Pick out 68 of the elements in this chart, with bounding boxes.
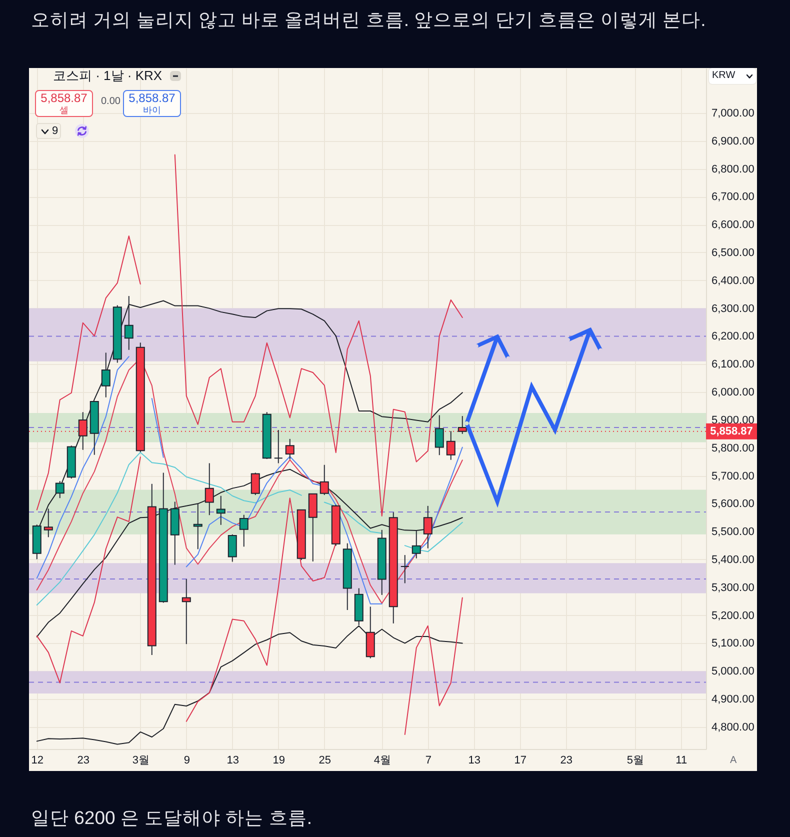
annotation: 0.00 [101, 96, 120, 108]
y-tick-label: 5,600.00 [712, 498, 754, 510]
y-tick-label: 5,800.00 [712, 442, 754, 454]
y-tick-label: 5,200.00 [712, 610, 754, 622]
x-tick-label: 13 [226, 754, 240, 766]
y-tick-label: 6,700.00 [712, 191, 754, 204]
line-series [36, 625, 463, 745]
annotation: 5,858.87 [40, 91, 88, 105]
currency-dropdown: KRW [709, 68, 756, 84]
candlestick [274, 429, 283, 464]
y-tick-label: 6,200.00 [712, 330, 754, 343]
y-tick-label: 5,700.00 [712, 470, 754, 482]
annotation: 9 [52, 125, 58, 138]
y-tick-label: 6,300.00 [712, 302, 754, 315]
candlestick [412, 530, 421, 559]
candlestick [285, 438, 294, 460]
annotation: 셀 [58, 105, 70, 116]
candlestick [228, 534, 237, 562]
candlestick [216, 495, 226, 526]
candlestick [239, 514, 248, 548]
x-tick-label: 23 [77, 754, 90, 766]
x-tick-label: 11 [676, 754, 688, 766]
y-tick-label: 5,400.00 [712, 554, 754, 566]
x-tick-label: 23 [560, 754, 573, 766]
y-tick-label: 4,900.00 [712, 694, 754, 706]
candlestick [101, 352, 110, 398]
y-tick-label: 6,500.00 [712, 246, 754, 259]
y-tick-label: 5,300.00 [712, 582, 754, 594]
candlestick [182, 578, 191, 645]
y-tick-label: 5,100.00 [712, 638, 754, 650]
x-tick-label: 12 [31, 754, 44, 766]
y-tick-label: 5,000.00 [712, 666, 754, 678]
x-tick-label: 19 [272, 754, 286, 766]
annotation: 바이 [142, 105, 162, 116]
y-tick-label: 6,800.00 [712, 163, 754, 176]
y-tick-label: 6,900.00 [712, 135, 754, 148]
chart-subtitle: 코스피 · 1날 · KRX [53, 68, 162, 83]
x-tick-label: 9 [184, 754, 190, 766]
y-tick-label: 6,400.00 [712, 274, 754, 287]
candlestick [308, 493, 318, 562]
x-tick-label: 13 [468, 754, 481, 766]
text: 일단 6200 은 도달해야 하는 흐름. [31, 806, 312, 830]
buy-button: 5,858.87 바이 [123, 90, 181, 117]
annotation: 5,858.87 [128, 91, 176, 105]
candlestick [434, 414, 444, 456]
candlestick [250, 472, 260, 496]
x-tick-label: 4월 [374, 754, 391, 766]
y-tick-label: 4,800.00 [712, 721, 754, 734]
indicator-toggle: 9 [36, 123, 61, 139]
candlestick [55, 480, 64, 499]
candlestick [400, 554, 410, 584]
y-tick-label: 6,000.00 [712, 386, 754, 399]
y-tick-label: 6,100.00 [712, 358, 754, 371]
x-tick-label: 5월 [626, 754, 644, 766]
ref-line-label: 5,858.87 [710, 425, 753, 438]
sell-button: 5,858.87 셀 [35, 90, 93, 117]
candlestick [193, 503, 202, 550]
candlestick [423, 505, 432, 549]
y-tick-label: 6,600.00 [712, 219, 754, 232]
x-tick-label: 17 [514, 754, 527, 766]
x-tick-label: 7 [425, 754, 432, 766]
y-tick-label: 7,000.00 [712, 107, 754, 120]
chart-title: 오히려 거의 눌리지 않고 바로 올려버린 흐름. 앞으로의 단기 흐름은 이렇게 본다. [31, 8, 706, 32]
x-tick-label: 25 [318, 754, 332, 766]
text: A [730, 755, 737, 767]
y-tick-label: 5,900.00 [712, 414, 754, 426]
x-tick-label: 3월 [132, 754, 150, 766]
y-tick-label: 5,500.00 [712, 526, 754, 538]
